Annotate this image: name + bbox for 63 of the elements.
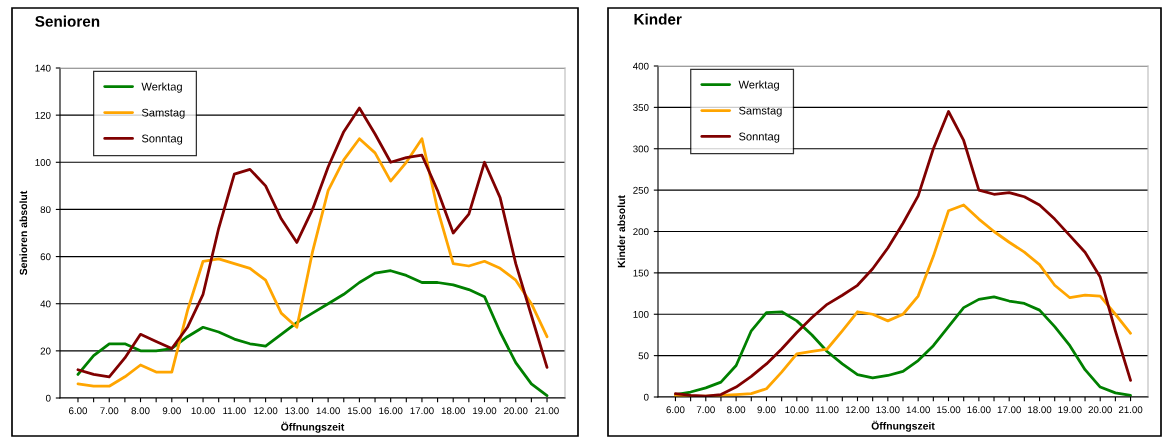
y-tick-label: 400 — [632, 62, 649, 70]
x-tick-label: 14.00 — [316, 407, 340, 415]
y-tick-label: 0 — [45, 394, 51, 402]
x-tick-label: 12.00 — [254, 407, 278, 415]
y-tick-label: 100 — [633, 310, 649, 318]
x-tick-label: 9.00 — [162, 407, 181, 415]
x-tick-label: 21.00 — [1118, 406, 1143, 414]
x-tick-label: 11.00 — [223, 407, 246, 415]
x-tick-label: 21.00 — [535, 407, 559, 415]
x-tick-label: 20.00 — [1088, 406, 1112, 414]
x-tick-label: 12.00 — [846, 406, 870, 414]
x-tick-label: 13.00 — [285, 407, 309, 415]
x-axis-title: Öffnungszeit — [871, 420, 935, 432]
x-tick-label: 16.00 — [967, 406, 991, 414]
x-tick-label: 6.00 — [666, 406, 685, 414]
chart-title: Senioren — [35, 15, 100, 27]
legend-label: Werktag — [141, 82, 182, 93]
x-tick-label: 9.00 — [757, 406, 776, 414]
x-tick-label: 7.00 — [100, 407, 119, 415]
y-tick-label: 20 — [40, 347, 51, 355]
y-tick-label: 140 — [35, 64, 51, 72]
x-tick-label: 15.00 — [937, 406, 961, 414]
y-tick-label: 200 — [633, 228, 649, 236]
x-tick-label: 7.00 — [696, 406, 715, 414]
x-tick-label: 10.00 — [785, 406, 809, 414]
x-tick-label: 6.00 — [69, 407, 88, 415]
y-tick-label: 80 — [40, 206, 51, 214]
x-axis-title: Öffnungszeit — [281, 421, 345, 433]
x-tick-label: 17.00 — [997, 406, 1021, 414]
legend-label: Sonntag — [739, 132, 780, 143]
x-tick-label: 11.00 — [816, 406, 839, 414]
x-tick-label: 16.00 — [379, 407, 403, 415]
legend-label: Werktag — [738, 80, 779, 91]
legend-label: Samstag — [739, 106, 782, 117]
x-tick-label: 17.00 — [410, 407, 434, 415]
x-tick-label: 10.00 — [191, 407, 215, 415]
x-tick-label: 19.00 — [473, 407, 497, 415]
line-series — [76, 269, 549, 398]
x-tick-label: 20.00 — [504, 407, 528, 415]
x-tick-label: 15.00 — [347, 407, 372, 415]
x-tick-label: 19.00 — [1058, 406, 1082, 414]
y-tick-label: 300 — [633, 145, 649, 153]
y-tick-label: 120 — [35, 111, 51, 119]
y-tick-label: 50 — [638, 352, 649, 360]
y-tick-label: 60 — [40, 253, 51, 261]
legend-label: Samstag — [141, 108, 185, 119]
y-axis-title: Kinder absolut — [617, 195, 626, 268]
legend-label: Sonntag — [141, 134, 183, 145]
x-tick-label: 18.00 — [441, 407, 465, 415]
x-tick-label: 8.00 — [131, 407, 150, 415]
y-tick-label: 150 — [633, 269, 649, 277]
y-axis-title: Senioren absolut — [19, 190, 28, 275]
x-tick-label: 14.00 — [906, 406, 930, 414]
y-tick-label: 350 — [633, 104, 649, 111]
x-tick-label: 18.00 — [1028, 406, 1052, 414]
y-tick-label: 0 — [643, 393, 649, 401]
y-tick-label: 250 — [633, 186, 649, 194]
x-tick-label: 8.00 — [727, 406, 746, 414]
chart-title: Kinder — [634, 13, 682, 25]
y-tick-label: 100 — [35, 159, 51, 166]
line-series — [674, 203, 1132, 397]
y-tick-label: 40 — [40, 300, 51, 308]
x-tick-label: 13.00 — [876, 406, 900, 414]
